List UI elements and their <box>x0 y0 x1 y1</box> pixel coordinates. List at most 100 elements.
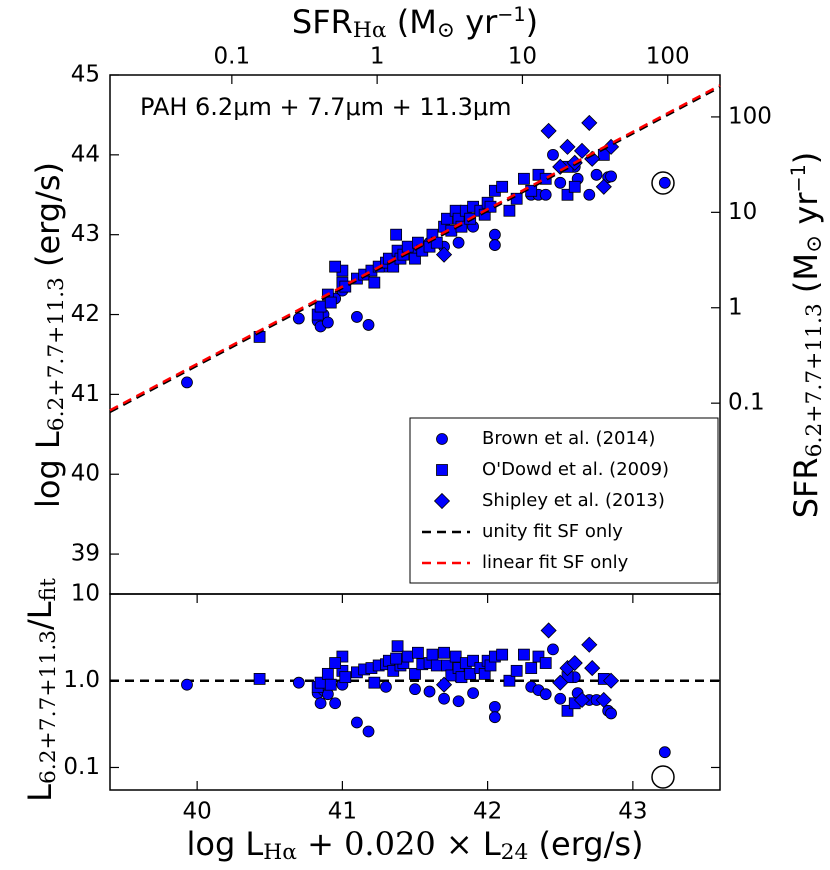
label-part: (erg/s) <box>528 825 643 863</box>
x-tick-label: 41 <box>328 799 357 825</box>
y2-tick-label: 100 <box>728 103 772 129</box>
point <box>496 180 509 193</box>
label-part: (erg/s) <box>29 162 67 277</box>
legend-label: Shipley et al. (2013) <box>482 490 665 511</box>
point <box>584 659 601 677</box>
point <box>605 170 617 183</box>
point <box>540 122 557 139</box>
point <box>409 252 421 265</box>
legend-marker <box>436 433 448 445</box>
point <box>452 695 465 708</box>
point <box>324 296 337 309</box>
y2-tick-label: 1 <box>728 294 743 320</box>
point <box>368 676 381 689</box>
point <box>441 212 453 225</box>
point <box>423 685 436 698</box>
point <box>518 648 530 661</box>
y-axis-label: log L6.2+7.7+11.3 (erg/s) <box>29 162 69 508</box>
point <box>336 650 349 663</box>
label-part: L <box>483 825 501 863</box>
point <box>573 691 591 709</box>
point <box>452 236 465 249</box>
y2-tick-label: 10 <box>728 199 757 225</box>
point <box>467 687 479 700</box>
y-tick-label: 0.1 <box>63 754 100 780</box>
point <box>339 671 352 684</box>
point <box>181 376 193 389</box>
point <box>658 176 671 189</box>
point <box>351 716 363 729</box>
point <box>561 704 574 717</box>
point <box>595 178 612 195</box>
highlight-ring <box>651 765 675 789</box>
y-tick-label: 41 <box>71 381 100 407</box>
point <box>603 672 620 689</box>
point <box>581 636 598 653</box>
y-tick-label: 42 <box>71 301 100 327</box>
point <box>568 180 581 193</box>
point <box>368 276 381 289</box>
point <box>605 707 617 720</box>
label-part: (M <box>387 3 437 41</box>
fit-line <box>109 84 721 412</box>
label-part: yr <box>455 3 498 41</box>
x2-tick-label: 1 <box>370 44 385 70</box>
point <box>488 700 501 713</box>
x-tick-label: 40 <box>183 799 212 825</box>
y-tick-label: 45 <box>71 62 100 88</box>
label-part: Hα <box>263 840 297 865</box>
point <box>292 312 305 325</box>
label-part: 6.2+7.7+11.3 <box>36 630 61 784</box>
point <box>561 188 574 201</box>
point <box>547 643 559 656</box>
y-tick-label: 43 <box>71 221 100 247</box>
label-part: ⊙ <box>802 235 827 253</box>
point <box>488 711 501 724</box>
fit-line <box>109 85 721 414</box>
label-part: + <box>297 825 344 863</box>
legend-label: unity fit SF only <box>482 521 623 542</box>
y-axis-label: L6.2+7.7+11.3/Lfit <box>21 578 61 802</box>
point <box>595 691 612 709</box>
label-part: ⊙ <box>437 18 455 43</box>
legend-marker <box>433 492 451 510</box>
point <box>539 188 552 201</box>
point <box>590 168 603 181</box>
label-part: fit <box>36 578 61 602</box>
point <box>435 676 453 693</box>
x-axis-label: log LHα + 0.020 × L24 (erg/s) <box>186 825 643 865</box>
legend-label: linear fit SF only <box>482 552 629 573</box>
x-tick-label: 42 <box>473 799 502 825</box>
point <box>552 674 569 691</box>
point <box>329 657 342 669</box>
y-tick-label: 10 <box>71 581 100 607</box>
point <box>329 697 342 710</box>
point <box>435 246 453 263</box>
label-part: −1 <box>787 164 810 192</box>
point <box>503 674 516 687</box>
y-tick-label: 1.0 <box>63 667 100 693</box>
point <box>467 654 479 667</box>
point <box>391 640 404 653</box>
point <box>496 648 509 661</box>
label-part: L <box>21 784 59 802</box>
label-part: (M <box>787 253 825 303</box>
label-part: 6.2+7.7+11.3 <box>44 277 69 431</box>
annotation: PAH 6.2μm + 7.7μm + 11.3μm <box>140 93 511 121</box>
point <box>380 680 392 693</box>
point <box>503 204 516 217</box>
point <box>554 692 567 705</box>
point <box>390 652 403 665</box>
label-part: SFR <box>787 457 825 518</box>
x2-tick-label: 10 <box>508 44 537 70</box>
point <box>438 646 450 659</box>
label-part: yr <box>787 192 825 235</box>
point <box>181 678 193 691</box>
legend-label: Brown et al. (2014) <box>482 428 655 449</box>
point <box>581 114 598 131</box>
point <box>292 676 305 689</box>
point <box>362 319 375 331</box>
label-part: /L <box>21 601 59 630</box>
y-tick-label: 39 <box>71 541 100 567</box>
point <box>438 692 450 705</box>
